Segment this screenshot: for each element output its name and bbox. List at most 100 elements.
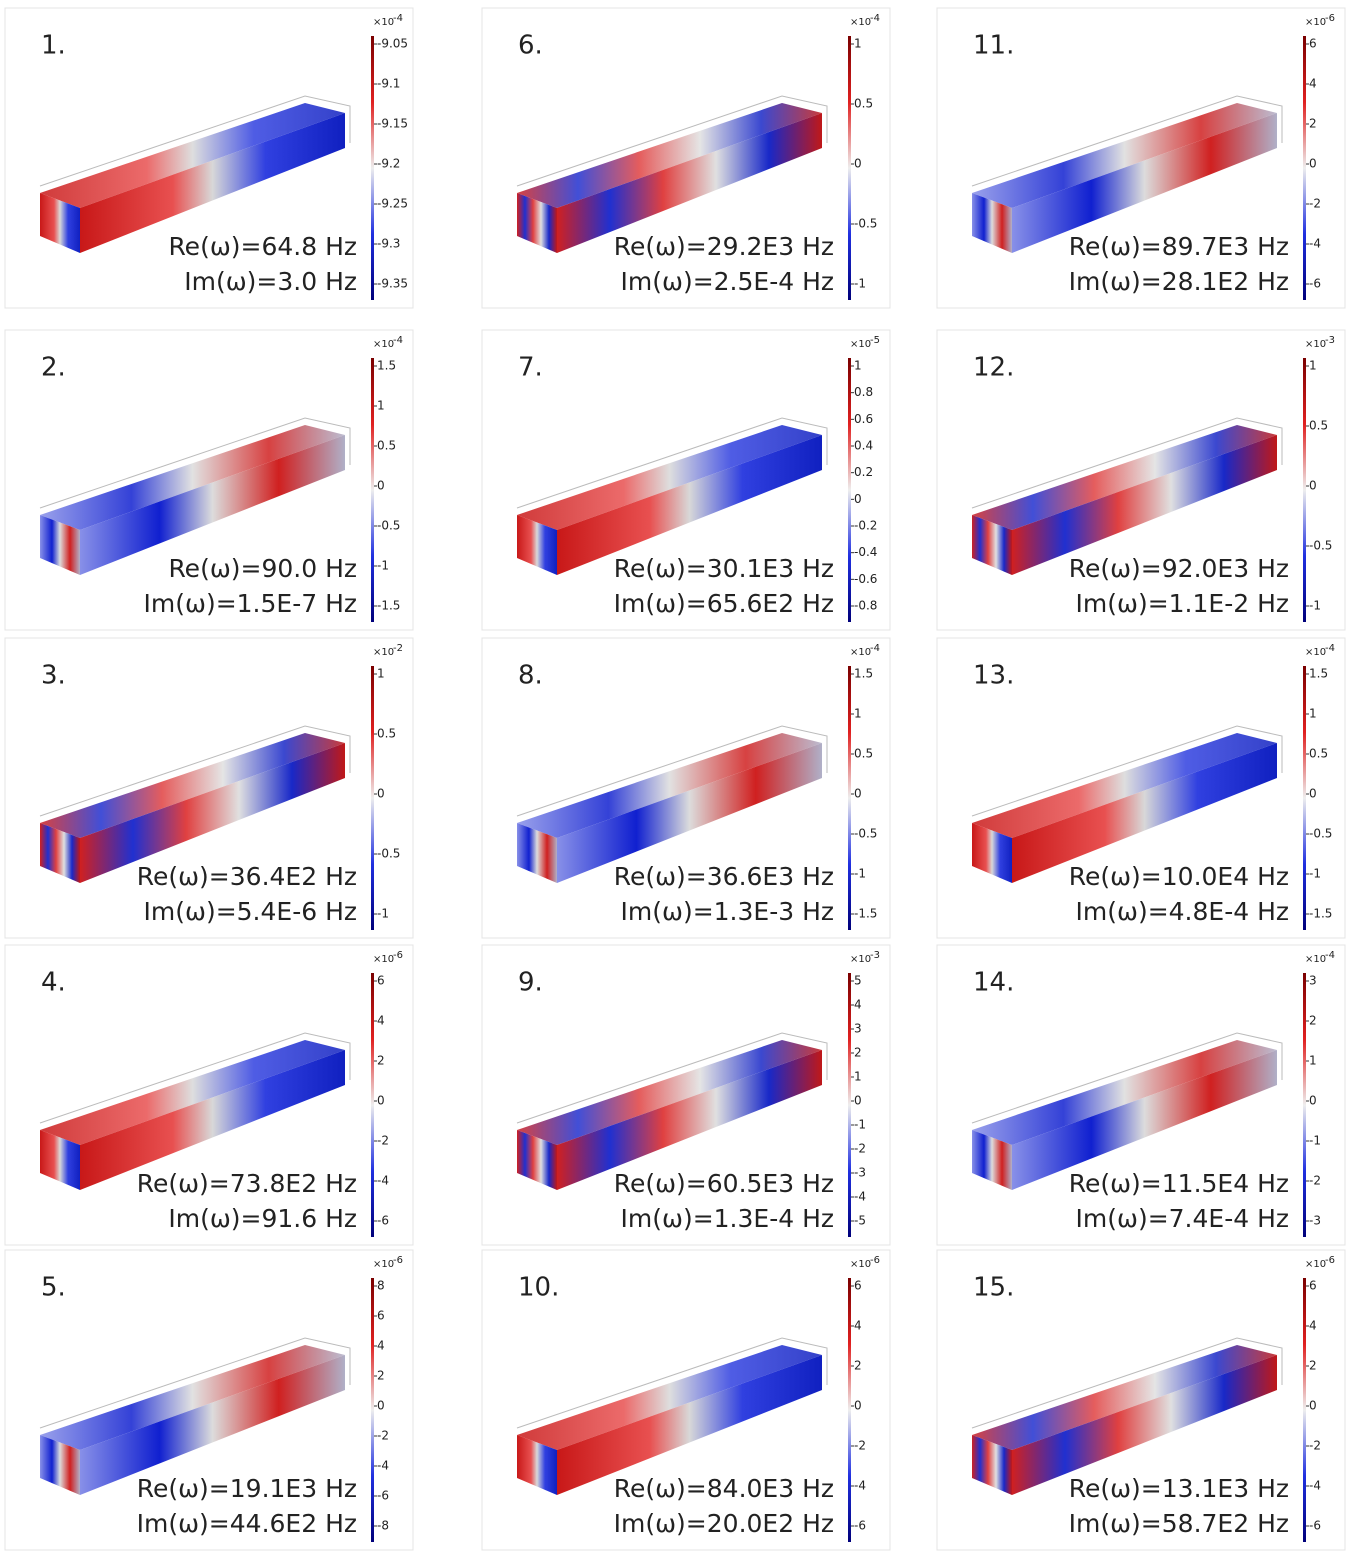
colorbar: [371, 358, 374, 622]
colorbar-exponent: -4: [1325, 643, 1335, 654]
colorbar-scale: ×10: [850, 1259, 871, 1270]
colorbar-scale: ×10: [850, 339, 871, 350]
colorbar-scale: ×10: [1305, 954, 1326, 965]
colorbar-tick-label: 4: [854, 998, 862, 1012]
colorbar-tick-label: 0: [1309, 1399, 1317, 1413]
imaginary-frequency: Im(ω)=65.6E2 Hz: [614, 589, 834, 618]
colorbar-tick-label: -5: [854, 1214, 866, 1228]
colorbar: [848, 1278, 851, 1542]
panel-label: 10.: [518, 1273, 559, 1303]
imaginary-frequency: Im(ω)=58.7E2 Hz: [1069, 1509, 1289, 1538]
colorbar-tick-label: -0.2: [854, 519, 877, 533]
colorbar-tick-label: 0: [1309, 479, 1317, 493]
colorbar-tick-label: 4: [1309, 1319, 1317, 1333]
colorbar-tick-label: 6: [1309, 37, 1317, 51]
real-frequency: Re(ω)=19.1E3 Hz: [137, 1474, 357, 1503]
imaginary-frequency: Im(ω)=2.5E-4 Hz: [621, 267, 834, 296]
colorbar-tick-label: 4: [377, 1339, 385, 1353]
colorbar-tick-label: -9.2: [377, 157, 400, 171]
panel: 10.Re(ω)=84.0E3 HzIm(ω)=20.0E2 Hz×10-664…: [482, 1250, 890, 1550]
colorbar-tick-label: -2: [1309, 197, 1321, 211]
panel-label: 15.: [973, 1273, 1014, 1303]
colorbar-tick-label: 0: [377, 787, 385, 801]
panel: 15.Re(ω)=13.1E3 HzIm(ω)=58.7E2 Hz×10-664…: [937, 1250, 1345, 1550]
colorbar-tick-label: -9.25: [377, 197, 408, 211]
panel-label: 1.: [41, 31, 66, 61]
panel-label: 6.: [518, 31, 543, 61]
colorbar-tick-label: -0.5: [854, 217, 877, 231]
real-frequency: Re(ω)=36.4E2 Hz: [137, 862, 357, 891]
colorbar-tick-label: -0.5: [1309, 827, 1332, 841]
colorbar-tick-label: -0.5: [854, 827, 877, 841]
colorbar: [1303, 36, 1306, 300]
colorbar-tick-label: 0.5: [1309, 419, 1328, 433]
colorbar-tick-label: 6: [854, 1279, 862, 1293]
colorbar-tick-label: -4: [854, 1190, 866, 1204]
panel-label: 3.: [41, 661, 66, 691]
colorbar-exponent: -4: [393, 13, 403, 24]
colorbar-tick-label: 0: [854, 1399, 862, 1413]
colorbar-scale: ×10: [850, 954, 871, 965]
colorbar-scale: ×10: [373, 647, 394, 658]
colorbar-tick-label: -2: [1309, 1439, 1321, 1453]
colorbar-tick-label: 0: [1309, 157, 1317, 171]
colorbar-tick-label: -9.15: [377, 117, 408, 131]
real-frequency: Re(ω)=29.2E3 Hz: [614, 232, 834, 261]
colorbar-scale: ×10: [1305, 17, 1326, 28]
colorbar-scale: ×10: [373, 954, 394, 965]
colorbar-tick-label: 1.5: [377, 359, 396, 373]
colorbar-tick-label: -9.05: [377, 37, 408, 51]
colorbar-exponent: -4: [870, 13, 880, 24]
colorbar-exponent: -4: [870, 643, 880, 654]
colorbar-tick-label: 0.5: [854, 97, 873, 111]
colorbar-tick-label: -2: [377, 1134, 389, 1148]
colorbar: [848, 358, 851, 622]
colorbar-tick-label: -0.4: [854, 545, 877, 559]
colorbar-exponent: -6: [393, 1255, 403, 1266]
colorbar-tick-label: -1: [854, 867, 866, 881]
colorbar-tick-label: -1: [854, 1118, 866, 1132]
colorbar-exponent: -2: [393, 643, 403, 654]
colorbar-exponent: -3: [870, 950, 880, 961]
colorbar-exponent: -4: [1325, 950, 1335, 961]
panel: 8.Re(ω)=36.6E3 HzIm(ω)=1.3E-3 Hz×10-41.5…: [482, 638, 890, 938]
colorbar-tick-label: 0.2: [854, 465, 873, 479]
colorbar: [1303, 358, 1306, 622]
colorbar-scale: ×10: [1305, 339, 1326, 350]
colorbar-exponent: -6: [870, 1255, 880, 1266]
colorbar-tick-label: -1: [854, 277, 866, 291]
real-frequency: Re(ω)=73.8E2 Hz: [137, 1169, 357, 1198]
colorbar-tick-label: -1: [1309, 599, 1321, 613]
colorbar-tick-label: 2: [377, 1054, 385, 1068]
colorbar-tick-label: -4: [377, 1459, 389, 1473]
panel-label: 4.: [41, 968, 66, 998]
colorbar-tick-label: -4: [377, 1174, 389, 1188]
colorbar-tick-label: 2: [1309, 117, 1317, 131]
colorbar-tick-label: 6: [1309, 1279, 1317, 1293]
colorbar-scale: ×10: [1305, 647, 1326, 658]
panel-label: 13.: [973, 661, 1014, 691]
colorbar-tick-label: 0.8: [854, 385, 873, 399]
real-frequency: Re(ω)=13.1E3 Hz: [1069, 1474, 1289, 1503]
colorbar-tick-label: 0: [854, 492, 862, 506]
imaginary-frequency: Im(ω)=1.3E-3 Hz: [621, 897, 834, 926]
colorbar-tick-label: 5: [854, 974, 862, 988]
real-frequency: Re(ω)=84.0E3 Hz: [614, 1474, 834, 1503]
colorbar-tick-label: -1.5: [1309, 907, 1332, 921]
colorbar-scale: ×10: [850, 17, 871, 28]
imaginary-frequency: Im(ω)=1.5E-7 Hz: [144, 589, 357, 618]
imaginary-frequency: Im(ω)=1.3E-4 Hz: [621, 1204, 834, 1233]
colorbar-tick-label: 2: [1309, 1359, 1317, 1373]
colorbar-tick-label: 0: [854, 1094, 862, 1108]
colorbar-scale: ×10: [373, 17, 394, 28]
colorbar-scale: ×10: [850, 647, 871, 658]
colorbar-tick-label: -1: [377, 907, 389, 921]
real-frequency: Re(ω)=90.0 Hz: [168, 554, 357, 583]
colorbar-tick-label: 0: [854, 157, 862, 171]
colorbar-tick-label: 8: [377, 1279, 385, 1293]
colorbar-tick-label: -6: [377, 1489, 389, 1503]
